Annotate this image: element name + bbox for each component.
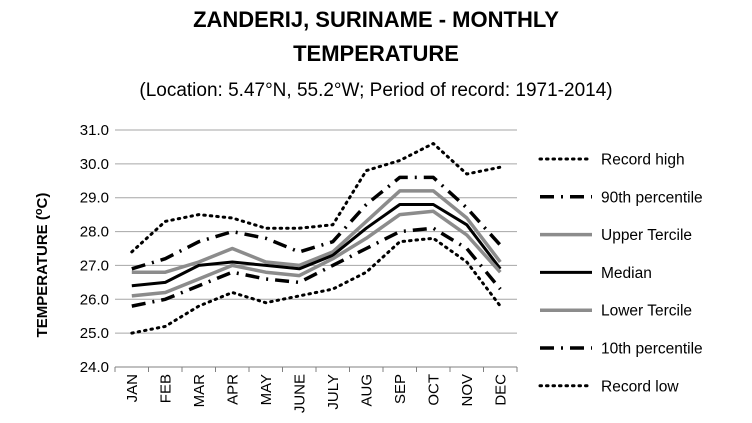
y-tick-label: 25.0: [80, 325, 109, 342]
y-axis-label-unit: C): [34, 193, 51, 209]
x-tick-labels: JAN FEB MAR APR MAY JUNE JULY AUG SEP OCT NOV DEC: [124, 374, 510, 413]
x-tick-label: JULY: [325, 374, 342, 410]
y-tick-label: 31.0: [80, 122, 109, 139]
chart-title-line-1: ZANDERIJ, SURINAME - MONTHLY: [193, 7, 559, 32]
chart-subtitle: (Location: 5.47°N, 55.2°W; Period of rec…: [139, 80, 612, 101]
y-axis-label: TEMPERATURE (oC): [33, 193, 51, 338]
series-line-median: [131, 203, 502, 288]
y-tick-label: 27.0: [80, 257, 109, 274]
x-tick-label: NOV: [459, 374, 476, 407]
y-axis-label-superscript: o: [33, 208, 45, 215]
series-line-record-high: [130, 142, 502, 254]
legend-label-10th-percentile: 10th percentile: [601, 341, 703, 358]
y-axis-label-main: TEMPERATURE (: [34, 215, 51, 337]
x-tick-label: MAR: [191, 374, 208, 408]
y-tick-label: 28.0: [80, 224, 109, 241]
series-line-lower-tercile: [131, 209, 502, 298]
legend-label-record-low: Record low: [601, 378, 679, 395]
series-line-90th-percentile: [131, 175, 502, 271]
x-axis: [114, 366, 518, 372]
x-tick-label: SEP: [392, 374, 409, 404]
x-tick-label: AUG: [358, 374, 375, 407]
chart-title-line-2: TEMPERATURE: [293, 41, 459, 66]
x-tick-label: DEC: [492, 374, 509, 406]
legend-label-lower-tercile: Lower Tercile: [601, 303, 692, 320]
gridlines: [115, 129, 517, 334]
legend-label-median: Median: [601, 265, 652, 282]
y-tick-label: 24.0: [80, 359, 109, 376]
legend-label-record-high: Record high: [601, 152, 685, 169]
x-tick-label: MAY: [258, 374, 275, 405]
y-tick-label: 29.0: [80, 190, 109, 207]
legend-label-90th-percentile: 90th percentile: [601, 189, 703, 206]
x-tick-label: JUNE: [291, 374, 308, 413]
y-tick-labels: 24.0 25.0 26.0 27.0 28.0 29.0 30.0 31.0: [80, 122, 109, 376]
series-lines: [130, 142, 502, 335]
legend-label-upper-tercile: Upper Tercile: [601, 227, 692, 244]
x-tick-label: FEB: [157, 374, 174, 403]
series-line-record-low: [130, 236, 502, 335]
y-tick-label: 26.0: [80, 291, 109, 308]
x-tick-label: APR: [224, 374, 241, 405]
x-tick-label: JAN: [124, 374, 141, 402]
x-tick-label: OCT: [425, 374, 442, 406]
legend: Record high 90th percentile Upper Tercile M…: [538, 152, 703, 395]
y-tick-label: 30.0: [80, 156, 109, 173]
series-line-upper-tercile: [131, 189, 502, 274]
series-line-10th-percentile: [131, 226, 502, 308]
